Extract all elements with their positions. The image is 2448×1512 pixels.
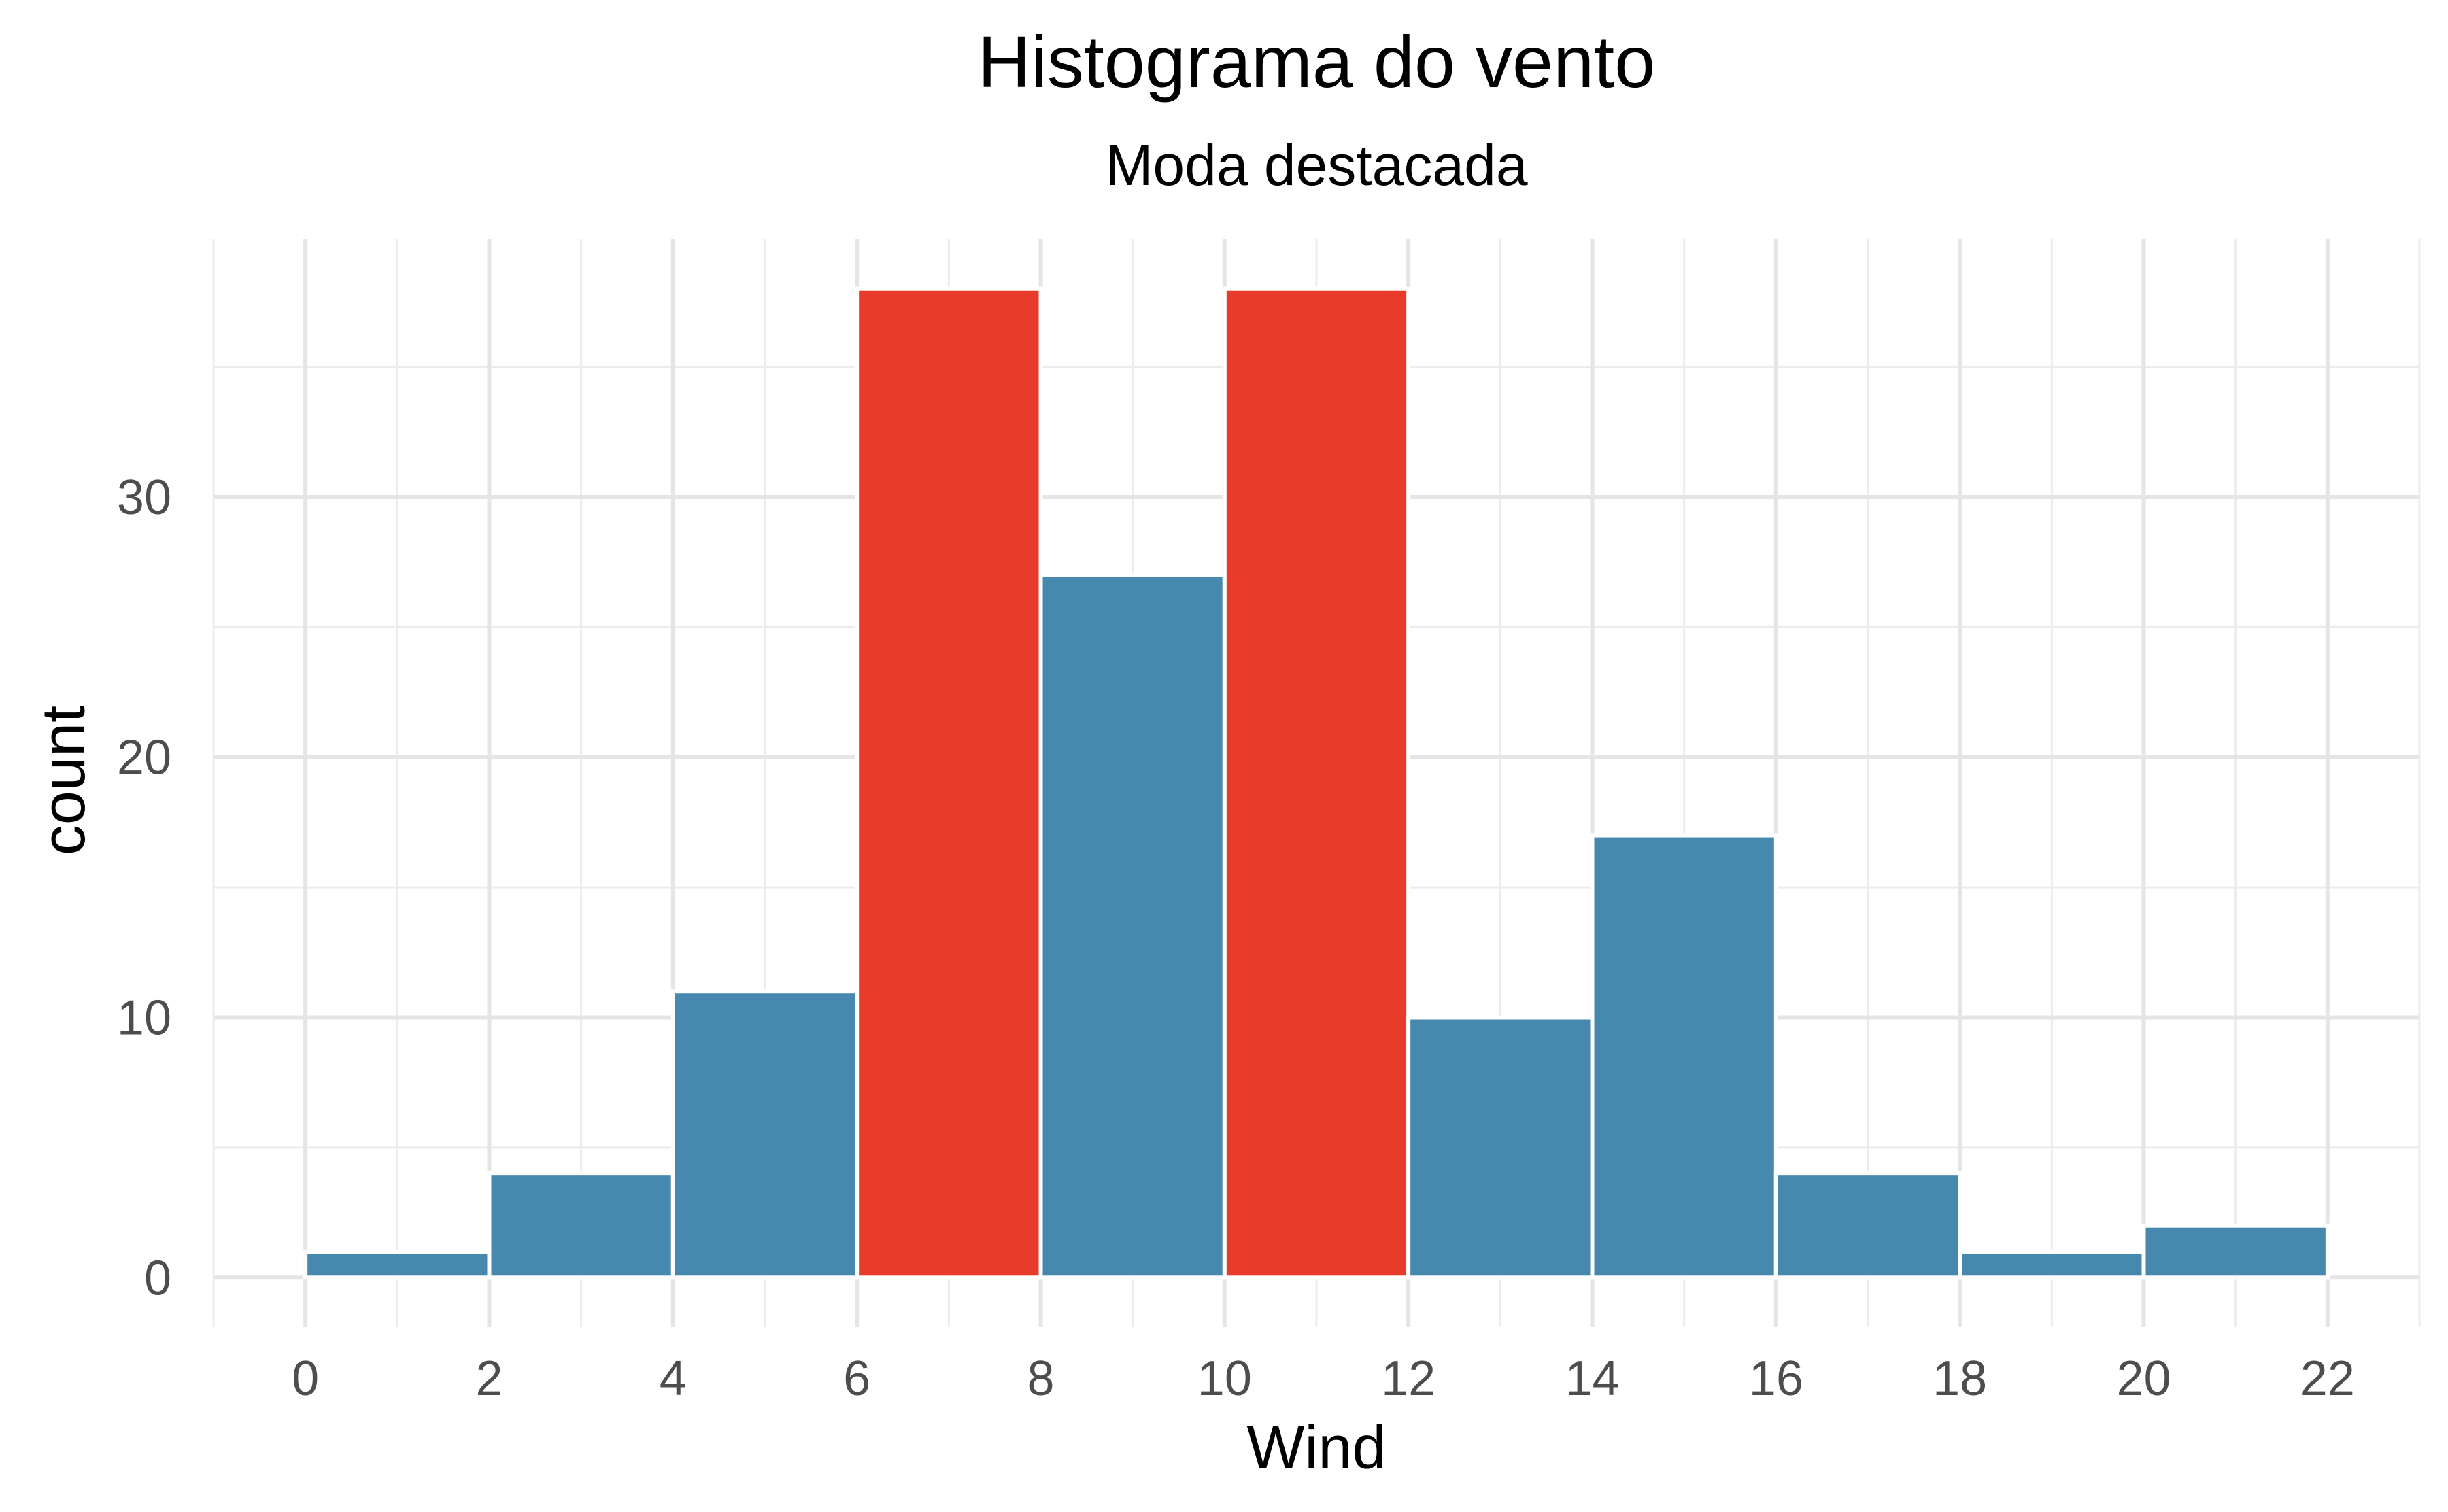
- histogram-bar: [1590, 833, 1778, 1280]
- x-tick-label: 4: [660, 1352, 687, 1406]
- x-tick-label: 20: [2116, 1352, 2171, 1406]
- histogram-bar: [1958, 1249, 2146, 1280]
- x-tick-labels: 0 2 4 6 8 10 12 14 16 18 20 22: [292, 1352, 2355, 1406]
- histogram-bars: [303, 286, 2330, 1280]
- x-tick-label: 18: [1933, 1352, 1987, 1406]
- x-tick-label: 2: [475, 1352, 503, 1406]
- histogram-bar: [303, 1249, 492, 1280]
- histogram-bar: [1406, 1015, 1595, 1280]
- x-tick-label: 0: [292, 1352, 319, 1406]
- x-tick-label: 8: [1027, 1352, 1054, 1406]
- x-axis-title: Wind: [1246, 1414, 1386, 1482]
- x-tick-label: 6: [843, 1352, 870, 1406]
- histogram-bar: [487, 1171, 675, 1280]
- y-axis-title: count: [30, 706, 98, 855]
- x-tick-label: 10: [1197, 1352, 1252, 1406]
- x-tick-label: 22: [2300, 1352, 2355, 1406]
- histogram-bar: [2141, 1223, 2330, 1280]
- histogram-bar: [1038, 572, 1227, 1280]
- histogram-bar: [1773, 1171, 1962, 1280]
- chart-subtitle: Moda destacada: [1105, 133, 1527, 197]
- histogram-bar-mode: [1222, 286, 1411, 1280]
- x-tick-label: 12: [1381, 1352, 1435, 1406]
- y-tick-label: 10: [117, 991, 171, 1045]
- y-tick-labels: 0 10 20 30: [117, 470, 171, 1305]
- histogram-bar: [670, 989, 860, 1280]
- y-tick-label: 30: [117, 470, 171, 525]
- y-tick-label: 20: [117, 731, 171, 785]
- x-tick-label: 16: [1749, 1352, 1803, 1406]
- y-tick-label: 0: [144, 1251, 171, 1305]
- chart-title: Histograma do vento: [978, 20, 1656, 103]
- histogram-bar-mode: [855, 286, 1043, 1280]
- x-tick-label: 14: [1565, 1352, 1619, 1406]
